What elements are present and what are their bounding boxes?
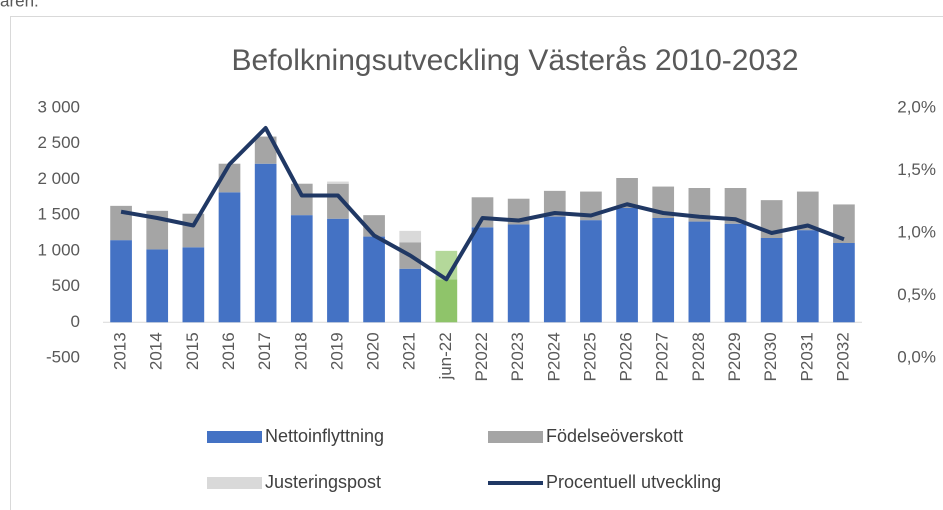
bar-segment xyxy=(580,220,602,323)
bar-segment xyxy=(833,243,855,323)
y2-tick-label: 1,5% xyxy=(897,160,936,179)
x-tick-label: 2018 xyxy=(291,332,310,370)
bar-segment xyxy=(796,191,819,231)
line-series xyxy=(120,126,845,282)
y-tick-label: -500 xyxy=(46,347,80,366)
bar-segment xyxy=(616,178,638,208)
x-tick-label: P2028 xyxy=(689,332,708,381)
x-tick-label: P2029 xyxy=(725,332,744,381)
bar-segment xyxy=(399,230,422,243)
x-tick-label: 2016 xyxy=(219,332,238,370)
bar-segment xyxy=(327,183,349,219)
x-tick-label: 2013 xyxy=(111,332,130,370)
x-tick-label: P2031 xyxy=(797,332,816,381)
bar-segment xyxy=(327,218,349,323)
y-tick-label: 3 000 xyxy=(37,97,80,116)
x-tick-label: P2023 xyxy=(508,332,527,381)
bar-segment xyxy=(218,192,241,323)
bar-segment xyxy=(182,247,205,323)
legend-swatch xyxy=(207,477,262,489)
x-tick-label: P2027 xyxy=(653,332,672,381)
y2-tick-label: 0,0% xyxy=(897,347,936,366)
legend-label: Födelseöverskott xyxy=(546,426,683,446)
x-tick-label: jun-22 xyxy=(436,332,455,380)
x-tick-label: P2032 xyxy=(833,332,852,381)
bar-segment xyxy=(760,238,783,323)
bar-segment xyxy=(760,200,783,238)
bar-segment xyxy=(471,227,494,323)
bar-segment xyxy=(290,215,313,323)
leading-text: åren. xyxy=(0,0,39,10)
bar-segment xyxy=(652,218,675,323)
bar-segment xyxy=(724,223,747,323)
bar-segment xyxy=(616,208,638,323)
bar-segment xyxy=(110,205,132,241)
bar-segment xyxy=(146,249,169,323)
y-tick-label: 2 000 xyxy=(37,169,80,188)
bar-segment xyxy=(254,163,277,323)
x-tick-label: P2022 xyxy=(472,332,491,381)
x-tick-label: 2014 xyxy=(147,332,166,370)
legend-label: Procentuell utveckling xyxy=(546,472,721,492)
x-tick-label: P2024 xyxy=(544,332,563,381)
x-tick-label: 2019 xyxy=(327,332,346,370)
bar-segment xyxy=(110,240,132,323)
legend-swatch xyxy=(207,431,262,443)
bar-segment xyxy=(290,183,313,216)
y2-tick-label: 0,5% xyxy=(897,285,936,304)
x-tick-label: 2017 xyxy=(255,332,274,370)
x-tick-label: P2026 xyxy=(617,332,636,381)
legend-label: Nettoinflyttning xyxy=(265,426,384,446)
bar-segment xyxy=(254,136,277,164)
bar-segment xyxy=(688,221,711,323)
chart-border xyxy=(10,16,943,510)
x-tick-label: P2025 xyxy=(580,332,599,381)
legend-label: Justeringspost xyxy=(265,472,381,492)
bar-segment xyxy=(471,197,494,228)
y-tick-label: 500 xyxy=(52,276,80,295)
x-tick-label: 2021 xyxy=(400,332,419,370)
bar-segment xyxy=(724,188,747,224)
bar-segment xyxy=(327,181,349,184)
x-tick-label: 2015 xyxy=(183,332,202,370)
bar-segment xyxy=(833,204,855,243)
legend-swatch xyxy=(488,431,543,443)
x-tick-label: P2030 xyxy=(761,332,780,381)
y2-tick-label: 2,0% xyxy=(897,97,936,116)
bar-segment xyxy=(543,190,566,217)
bar-segment xyxy=(688,188,711,222)
y-tick-label: 0 xyxy=(71,312,80,331)
bar-segment xyxy=(796,230,819,323)
x-tick-label: 2020 xyxy=(364,332,383,370)
y-tick-label: 1 500 xyxy=(37,205,80,224)
bar-segment xyxy=(507,224,530,323)
chart-title: Befolkningsutveckling Västerås 2010-2032 xyxy=(231,44,798,77)
bar-segment xyxy=(363,236,385,323)
y-tick-label: 1 000 xyxy=(37,240,80,259)
bar-segment xyxy=(182,213,205,248)
bar-segment xyxy=(435,279,458,323)
bar-segment xyxy=(399,268,422,323)
y2-tick-label: 1,0% xyxy=(897,222,936,241)
y-tick-label: 2 500 xyxy=(37,133,80,152)
bar-segment xyxy=(543,216,566,323)
